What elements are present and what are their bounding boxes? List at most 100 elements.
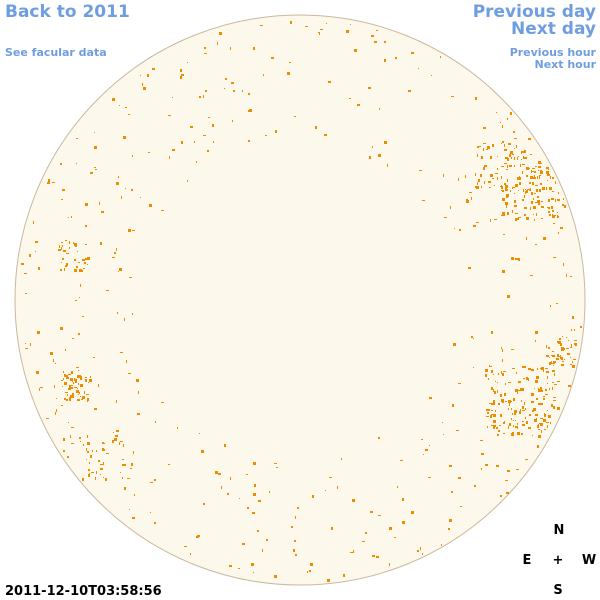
facula (341, 458, 342, 460)
facula (545, 394, 548, 395)
facula (511, 257, 514, 260)
facula (74, 243, 77, 246)
facula (549, 187, 552, 190)
facula (114, 438, 117, 441)
facula (532, 168, 535, 169)
facula (540, 170, 542, 173)
facula (495, 381, 496, 382)
facula (535, 202, 538, 203)
facula (79, 297, 80, 298)
facula (544, 413, 545, 416)
facula (258, 500, 261, 502)
facula (449, 465, 452, 467)
facula (100, 468, 103, 470)
facula (102, 449, 105, 451)
facula (376, 556, 379, 558)
facula (287, 72, 290, 75)
facula (150, 512, 151, 513)
next-day-link[interactable]: Next day (511, 19, 596, 39)
facula (154, 522, 156, 524)
facular-link[interactable]: See facular data (5, 46, 107, 59)
facula (489, 403, 492, 404)
facula (550, 187, 552, 188)
facula (531, 401, 534, 403)
facula (541, 403, 543, 405)
previous-day-link[interactable]: Previous day (473, 2, 596, 22)
facula (500, 495, 502, 497)
facula (65, 392, 68, 393)
facula (215, 471, 218, 474)
facula (556, 358, 559, 360)
facula (538, 388, 539, 389)
facula (504, 421, 505, 424)
facula (63, 450, 65, 452)
facula (466, 200, 468, 201)
facula (35, 251, 36, 252)
facula (444, 217, 447, 218)
facula (384, 41, 386, 43)
facula (481, 453, 484, 455)
next-hour-link[interactable]: Next hour (535, 58, 597, 71)
facula (87, 442, 90, 445)
previous-hour-link[interactable]: Previous hour (510, 46, 597, 59)
facula (493, 389, 494, 392)
facula (76, 163, 77, 164)
facula (511, 408, 512, 410)
facula (477, 182, 478, 185)
facula (473, 367, 474, 368)
facula (131, 463, 133, 466)
facula (458, 383, 461, 384)
facula (312, 495, 314, 498)
facula (509, 165, 512, 167)
facula (502, 373, 504, 376)
facula (294, 540, 296, 542)
facula (74, 269, 77, 272)
facula (485, 369, 488, 372)
facula (514, 138, 517, 139)
facula (180, 69, 182, 72)
facula (522, 164, 525, 165)
facula (487, 426, 488, 428)
facula (505, 202, 508, 205)
facula (411, 511, 414, 514)
facula (98, 460, 100, 462)
facula (82, 259, 85, 261)
facula (100, 464, 103, 465)
facula (560, 227, 563, 229)
facula (354, 49, 357, 52)
facula (505, 383, 506, 385)
back-link[interactable]: Back to 2011 (5, 2, 130, 22)
facula (534, 193, 536, 194)
facula (224, 444, 226, 447)
facula (493, 425, 496, 427)
facula (481, 156, 483, 158)
facula (501, 176, 502, 179)
facula (513, 187, 515, 188)
facula (61, 247, 62, 250)
facula (376, 30, 378, 31)
facula (553, 406, 555, 409)
facula (232, 120, 233, 122)
facula (423, 454, 424, 455)
facula (518, 156, 519, 157)
facula (506, 205, 507, 208)
facula (548, 167, 549, 170)
facula (508, 382, 511, 383)
facula (557, 381, 560, 382)
facula (514, 148, 515, 149)
facula (106, 453, 109, 454)
facula (520, 177, 521, 180)
facula (119, 268, 122, 271)
facula (543, 396, 545, 397)
facula (559, 338, 561, 340)
facula (389, 527, 392, 530)
facula (85, 379, 87, 382)
facula (205, 90, 207, 92)
facula (574, 340, 577, 341)
facula (374, 41, 377, 43)
facula (212, 124, 214, 127)
facula (481, 186, 482, 188)
facula (552, 215, 554, 217)
facula (546, 355, 549, 357)
facula (484, 165, 487, 167)
